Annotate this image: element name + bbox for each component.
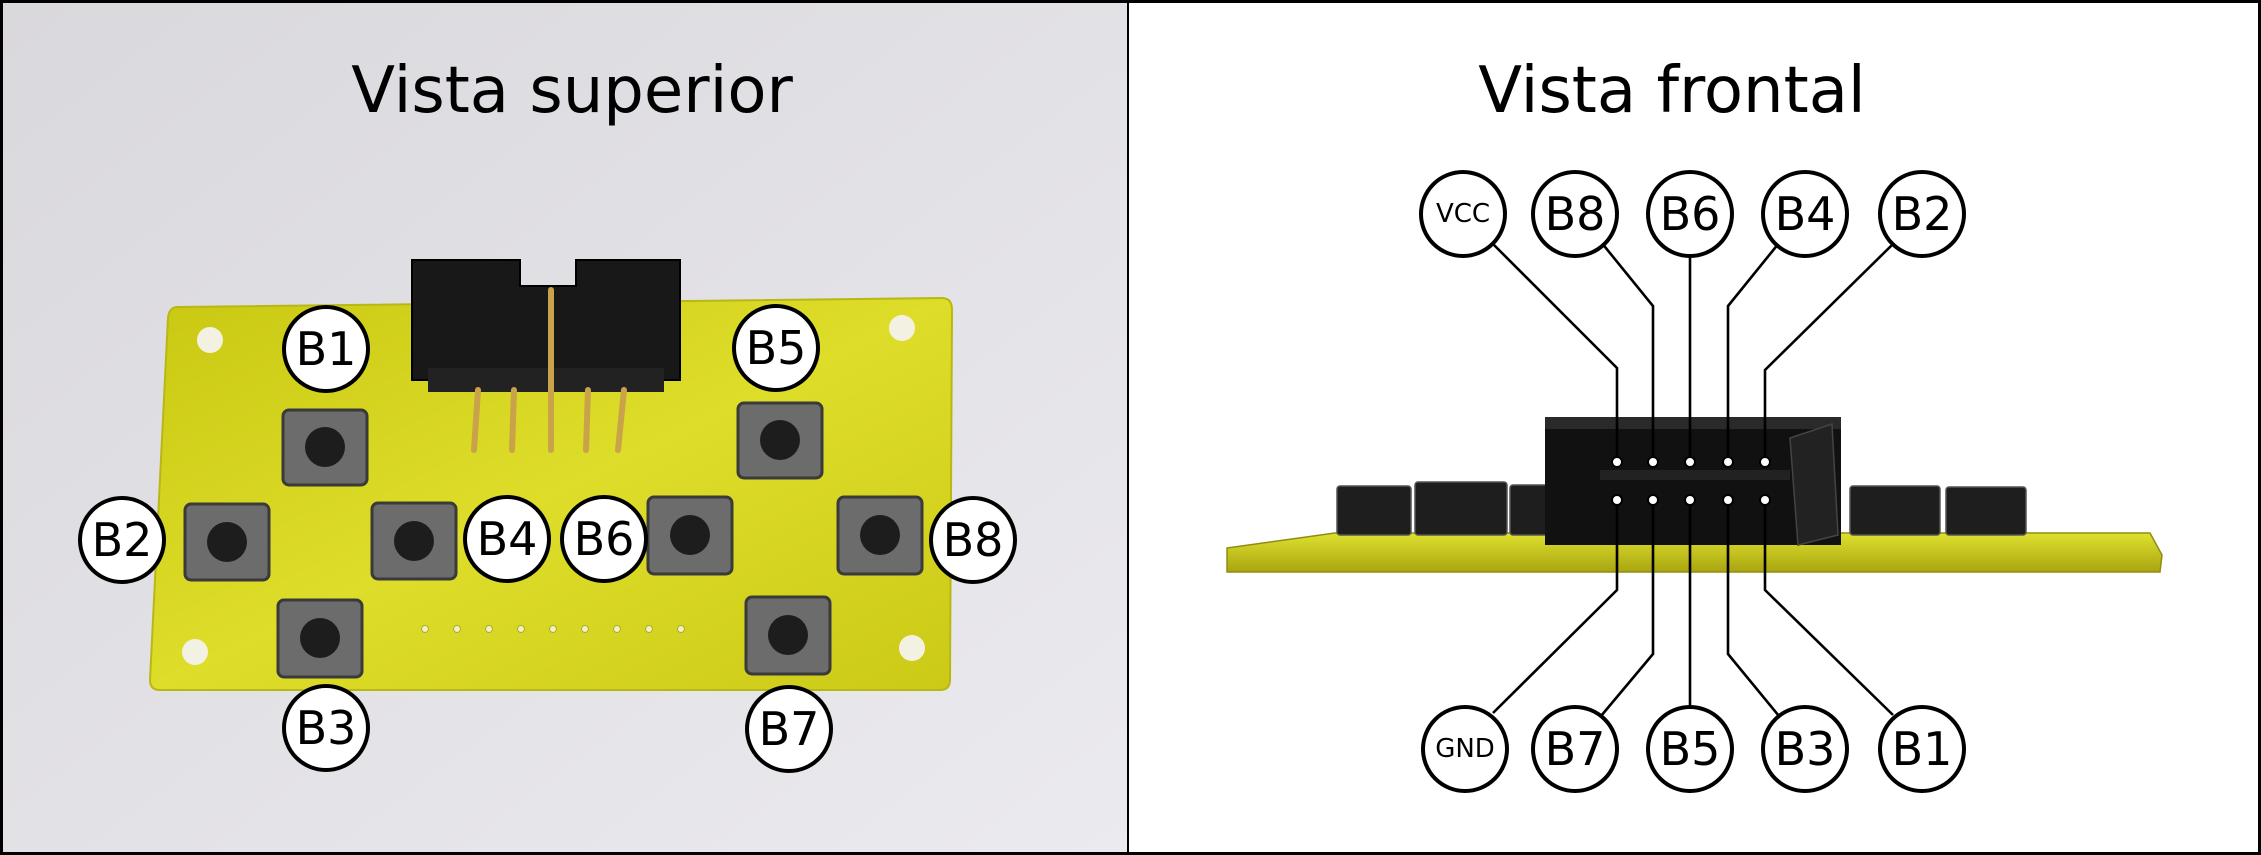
tactile-button-b8 (836, 495, 924, 576)
label-b1: B1 (282, 305, 370, 393)
label-b3: B3 (282, 684, 370, 772)
tactile-button-b5 (736, 401, 824, 480)
pin-label-b7: B7 (1531, 705, 1619, 793)
pin-wires-drawn (1492, 241, 1894, 717)
svg-text:B7: B7 (1545, 722, 1606, 776)
pin-label-b5: B5 (1646, 705, 1734, 793)
mounting-hole (899, 635, 925, 661)
label-b7: B7 (745, 685, 833, 773)
svg-text:B5: B5 (1660, 722, 1721, 776)
pin-label-gnd: GND (1421, 705, 1509, 793)
svg-text:B4: B4 (1775, 187, 1836, 241)
pcb-board (148, 296, 954, 691)
via-row (421, 625, 685, 633)
svg-text:B8: B8 (1545, 187, 1606, 241)
svg-text:VCC: VCC (1436, 199, 1490, 229)
svg-text:B3: B3 (296, 701, 357, 755)
mounting-hole (197, 327, 223, 353)
pin-label-b6: B6 (1646, 170, 1734, 258)
label-b8: B8 (929, 496, 1017, 584)
svg-text:B1: B1 (296, 322, 357, 376)
tactile-button-b6 (646, 495, 734, 576)
label-b2: B2 (78, 496, 166, 584)
pcb-edge (1226, 532, 2163, 573)
idc-connector-front (1545, 417, 1841, 546)
svg-text:B6: B6 (1660, 187, 1721, 241)
svg-text:B8: B8 (943, 513, 1004, 567)
pin-label-vcc: VCC (1419, 170, 1507, 258)
label-b4: B4 (463, 495, 551, 583)
pin-label-b8: B8 (1531, 170, 1619, 258)
pin-label-b2: B2 (1878, 170, 1966, 258)
label-b6: B6 (560, 495, 648, 583)
pin-label-b4: B4 (1761, 170, 1849, 258)
front-view-title: Vista frontal (1478, 54, 1865, 128)
pin-label-b1: B1 (1878, 705, 1966, 793)
tactile-button-b7 (744, 595, 832, 676)
mounting-hole (182, 639, 208, 665)
pin-label-b3: B3 (1761, 705, 1849, 793)
pin-dots (1611, 456, 1771, 506)
edge-buttons (1336, 481, 2027, 536)
top-view-title: Vista superior (351, 54, 793, 128)
top-view-panel: Vista superior (3, 3, 1127, 852)
tactile-button-b1 (281, 408, 369, 487)
svg-text:B2: B2 (1892, 187, 1953, 241)
tactile-button-b3 (276, 598, 364, 679)
svg-text:B6: B6 (574, 512, 635, 566)
svg-text:GND: GND (1435, 734, 1495, 764)
svg-text:B7: B7 (759, 702, 820, 756)
front-view-panel: Vista frontal (1129, 3, 2258, 852)
svg-text:B1: B1 (1892, 722, 1953, 776)
mounting-hole (889, 315, 915, 341)
idc-connector (411, 259, 681, 453)
tactile-button-b4 (370, 501, 458, 581)
tactile-button-b2 (183, 502, 271, 582)
svg-text:B3: B3 (1775, 722, 1836, 776)
label-b5: B5 (732, 304, 820, 392)
svg-text:B5: B5 (746, 321, 807, 375)
svg-text:B2: B2 (92, 513, 153, 567)
svg-text:B4: B4 (477, 512, 538, 566)
